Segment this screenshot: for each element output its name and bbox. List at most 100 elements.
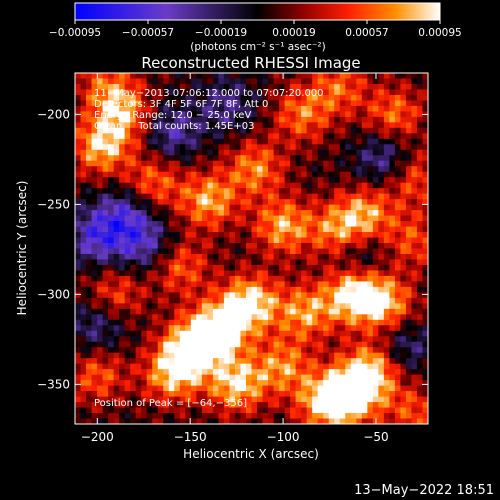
- heatmap-cell: [334, 232, 341, 238]
- heatmap-cell: [80, 73, 87, 79]
- heatmap-cell: [201, 199, 208, 206]
- heatmap-cell: [245, 259, 252, 266]
- heatmap-cell: [257, 275, 263, 282]
- heatmap-cell: [367, 259, 374, 266]
- heatmap-cell: [168, 292, 175, 299]
- heatmap-cell: [295, 177, 302, 184]
- heatmap-cell: [168, 138, 175, 145]
- heatmap-cell: [273, 303, 280, 310]
- heatmap-cell: [378, 347, 385, 354]
- heatmap-cell: [130, 166, 137, 173]
- heatmap-cell: [234, 133, 241, 140]
- heatmap-cell: [416, 413, 423, 419]
- heatmap-cell: [273, 193, 280, 200]
- heatmap-cell: [190, 380, 197, 387]
- heatmap-cell: [223, 199, 230, 206]
- heatmap-cell: [185, 253, 192, 260]
- heatmap-cell: [91, 369, 98, 376]
- heatmap-cell: [168, 248, 175, 255]
- heatmap-cell: [201, 221, 208, 227]
- heatmap-cell: [174, 253, 181, 260]
- heatmap-cell: [201, 391, 208, 397]
- heatmap-cell: [400, 319, 407, 326]
- heatmap-cell: [207, 199, 214, 206]
- heatmap-cell: [135, 347, 142, 354]
- heatmap-cell: [218, 396, 225, 403]
- heatmap-cell: [356, 341, 363, 348]
- heatmap-cell: [223, 407, 230, 414]
- heatmap-cell: [108, 418, 115, 424]
- heatmap-cell: [367, 369, 374, 376]
- heatmap-cell: [157, 270, 164, 277]
- heatmap-cell: [416, 78, 423, 85]
- heatmap-cell: [152, 292, 159, 299]
- heatmap-cell: [422, 330, 428, 337]
- heatmap-cell: [196, 347, 203, 354]
- heatmap-cell: [102, 177, 109, 184]
- heatmap-cell: [91, 363, 98, 370]
- heatmap-cell: [97, 292, 103, 299]
- heatmap-cell: [229, 155, 236, 162]
- heatmap-cell: [295, 188, 302, 195]
- heatmap-cell: [345, 325, 352, 332]
- heatmap-cell: [119, 259, 126, 266]
- heatmap-cell: [229, 407, 236, 414]
- heatmap-cell: [268, 133, 274, 140]
- heatmap-cell: [223, 149, 230, 156]
- heatmap-cell: [323, 155, 330, 162]
- heatmap-cell: [273, 264, 280, 271]
- heatmap-cell: [394, 319, 401, 326]
- heatmap-cell: [400, 111, 407, 118]
- heatmap-cell: [130, 133, 137, 140]
- heatmap-cell: [334, 188, 341, 195]
- heatmap-cell: [405, 215, 412, 222]
- heatmap-cell: [317, 264, 324, 271]
- heatmap-cell: [223, 330, 230, 337]
- heatmap-cell: [207, 215, 214, 222]
- heatmap-cell: [75, 171, 81, 178]
- heatmap-cell: [119, 193, 126, 200]
- heatmap-cell: [394, 199, 401, 206]
- heatmap-cell: [174, 275, 181, 282]
- heatmap-cell: [113, 308, 120, 315]
- heatmap-cell: [422, 281, 428, 288]
- heatmap-cell: [361, 221, 368, 227]
- heatmap-cell: [389, 380, 396, 387]
- heatmap-cell: [141, 380, 148, 387]
- heatmap-cell: [212, 325, 219, 332]
- heatmap-cell: [345, 286, 352, 293]
- heatmap-cell: [394, 275, 401, 282]
- heatmap-cell: [201, 264, 208, 271]
- heatmap-cell: [174, 270, 181, 277]
- heatmap-cell: [400, 407, 407, 414]
- heatmap-cell: [141, 171, 148, 178]
- heatmap-cell: [229, 396, 236, 403]
- heatmap-cell: [113, 363, 120, 370]
- heatmap-cell: [80, 385, 87, 392]
- heatmap-cell: [113, 78, 120, 85]
- heatmap-cell: [416, 418, 423, 424]
- heatmap-cell: [334, 89, 341, 96]
- heatmap-cell: [317, 297, 324, 304]
- heatmap-cell: [196, 363, 203, 370]
- heatmap-cell: [75, 116, 81, 123]
- heatmap-cell: [223, 303, 230, 310]
- heatmap-cell: [416, 111, 423, 118]
- heatmap-cell: [339, 155, 346, 162]
- heatmap-cell: [400, 105, 407, 112]
- heatmap-cell: [295, 144, 302, 151]
- heatmap-cell: [273, 127, 280, 134]
- heatmap-cell: [367, 155, 374, 162]
- heatmap-cell: [328, 188, 335, 195]
- heatmap-cell: [234, 325, 241, 332]
- heatmap-cell: [268, 281, 274, 288]
- heatmap-cell: [146, 352, 153, 359]
- heatmap-cell: [174, 105, 181, 112]
- heatmap-cell: [124, 155, 131, 162]
- heatmap-cell: [196, 116, 203, 123]
- heatmap-cell: [312, 232, 319, 238]
- heatmap-cell: [361, 380, 368, 387]
- heatmap-cell: [212, 89, 219, 96]
- heatmap-cell: [124, 308, 131, 315]
- heatmap-cell: [218, 336, 225, 343]
